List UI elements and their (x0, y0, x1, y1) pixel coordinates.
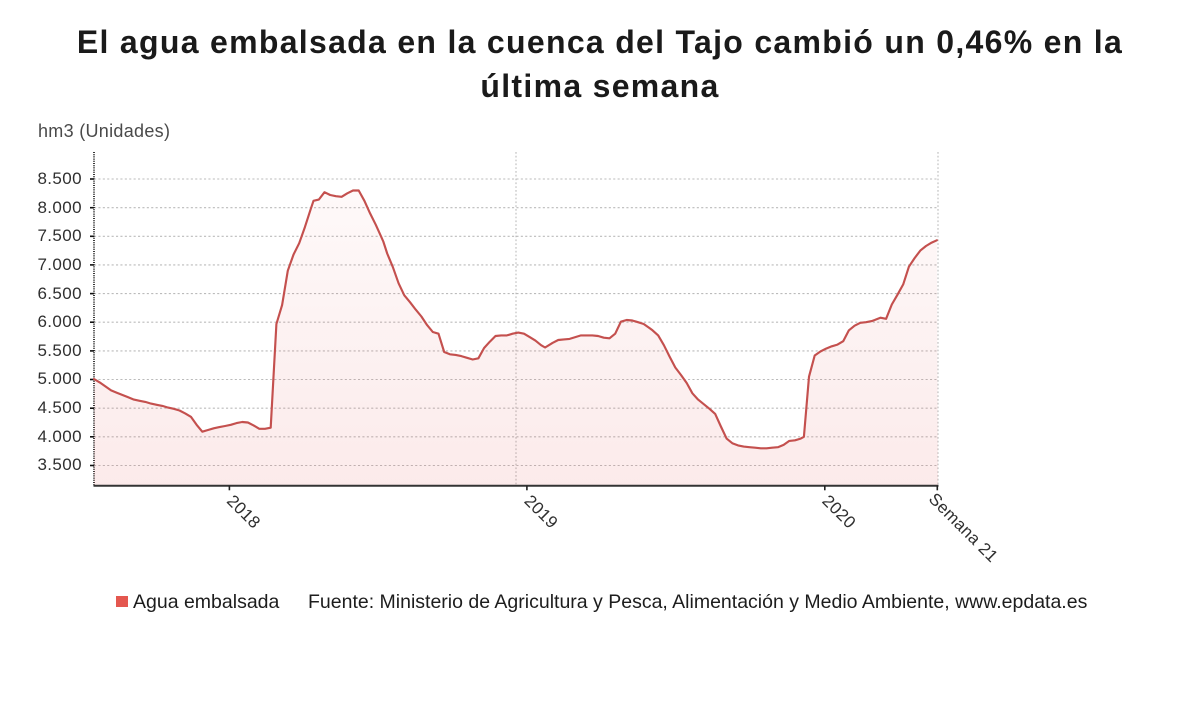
svg-text:Semana 21: Semana 21 (925, 489, 1002, 566)
svg-text:2018: 2018 (223, 491, 264, 532)
svg-text:2019: 2019 (521, 491, 562, 532)
svg-text:2020: 2020 (818, 491, 859, 532)
